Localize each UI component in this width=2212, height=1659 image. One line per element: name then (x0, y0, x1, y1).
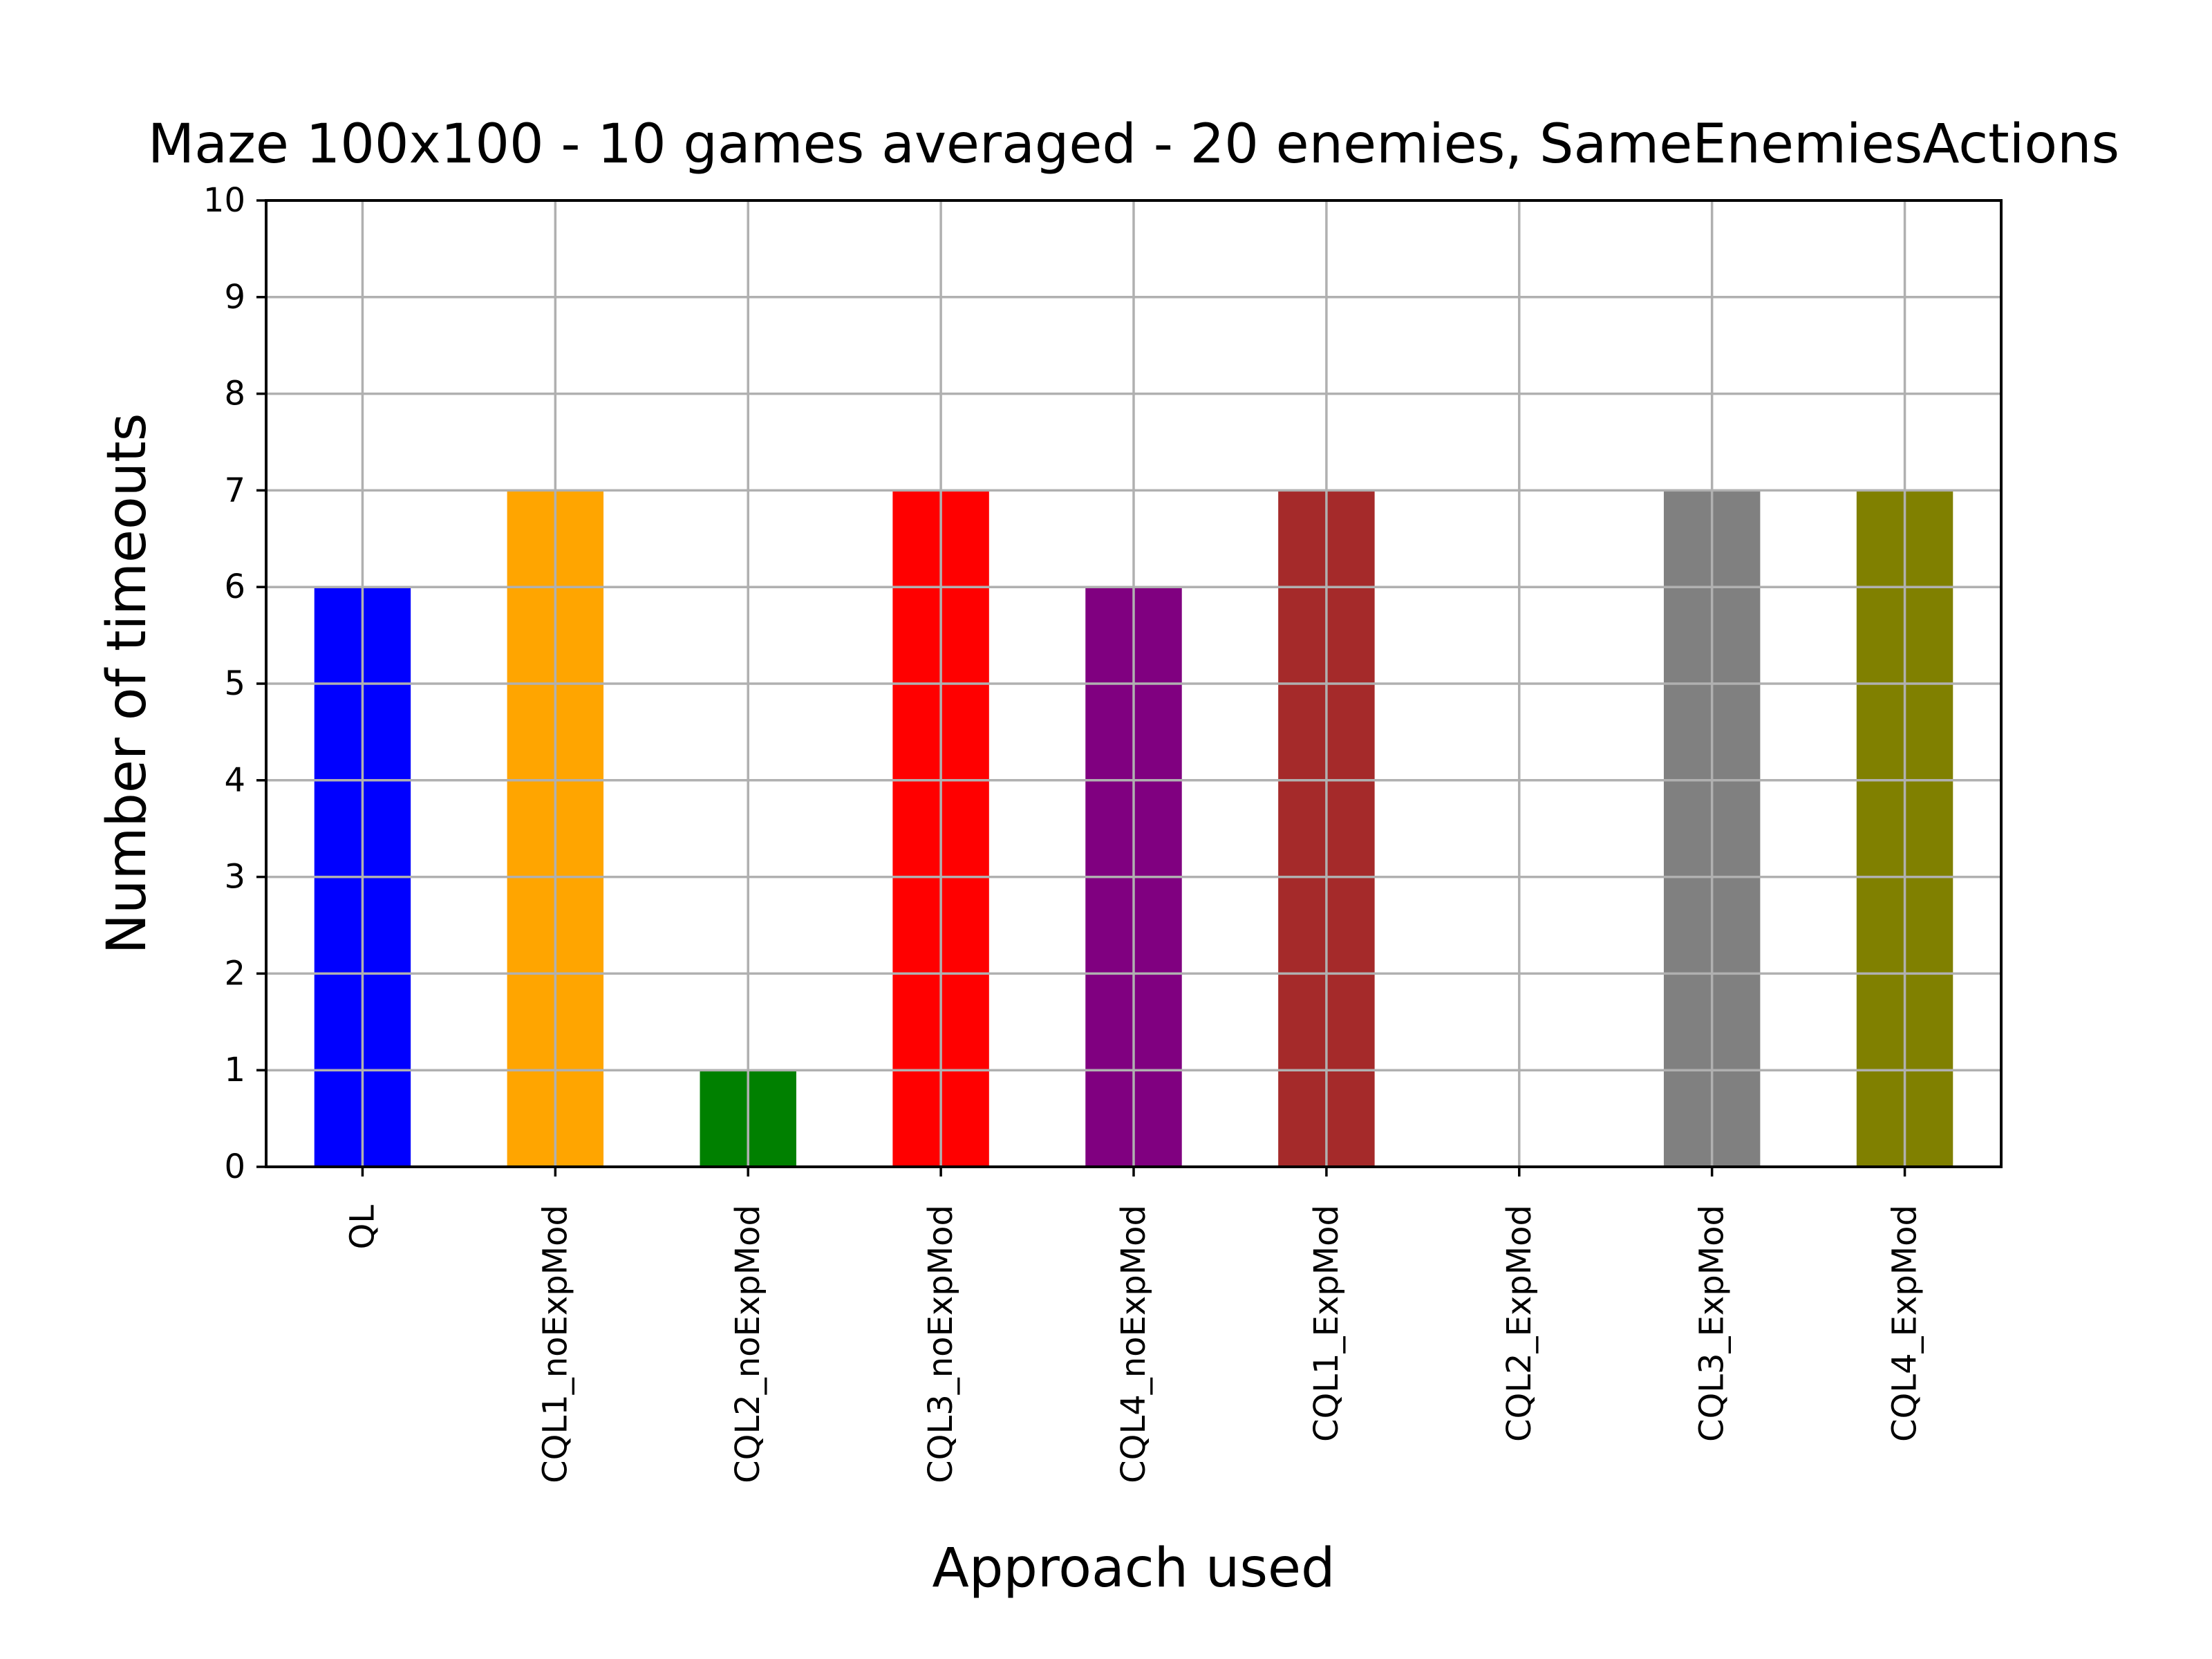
y-tick-label: 6 (224, 568, 245, 606)
y-tick-label: 3 (224, 858, 245, 897)
x-tick-label: CQL1_ExpMod (1307, 1205, 1346, 1442)
y-axis-label: Number of timeouts (96, 413, 158, 955)
y-tick-label: 9 (224, 278, 245, 317)
y-tick-label: 5 (224, 664, 245, 703)
x-tick-label: CQL2_ExpMod (1500, 1205, 1539, 1442)
y-tick-label: 7 (224, 471, 245, 509)
y-tick-label: 1 (224, 1051, 245, 1089)
x-tick-label: CQL4_ExpMod (1886, 1205, 1924, 1442)
y-axis: 0 1 2 3 4 5 6 7 8 9 10 (203, 181, 266, 1186)
x-tick-label: CQL1_noExpMod (536, 1205, 574, 1483)
grid-lines (266, 200, 2001, 1167)
y-tick-label: 0 (224, 1147, 245, 1186)
x-tick-label: QL (343, 1205, 382, 1250)
x-tick-label: CQL4_noExpMod (1114, 1205, 1153, 1483)
x-axis-label: Approach used (932, 1537, 1335, 1600)
y-tick-label: 2 (224, 954, 245, 993)
x-tick-label: CQL3_noExpMod (921, 1205, 960, 1483)
y-tick-label: 8 (224, 375, 245, 413)
y-tick-label: 10 (203, 181, 245, 220)
x-tick-label: CQL2_noExpMod (729, 1205, 767, 1483)
chart-title: Maze 100x100 - 10 games averaged - 20 en… (148, 113, 2119, 176)
x-tick-label: CQL3_ExpMod (1693, 1205, 1732, 1442)
x-axis: QL CQL1_noExpMod CQL2_noExpMod CQL3_noExpMo… (343, 1167, 1924, 1483)
y-tick-label: 4 (224, 761, 245, 800)
